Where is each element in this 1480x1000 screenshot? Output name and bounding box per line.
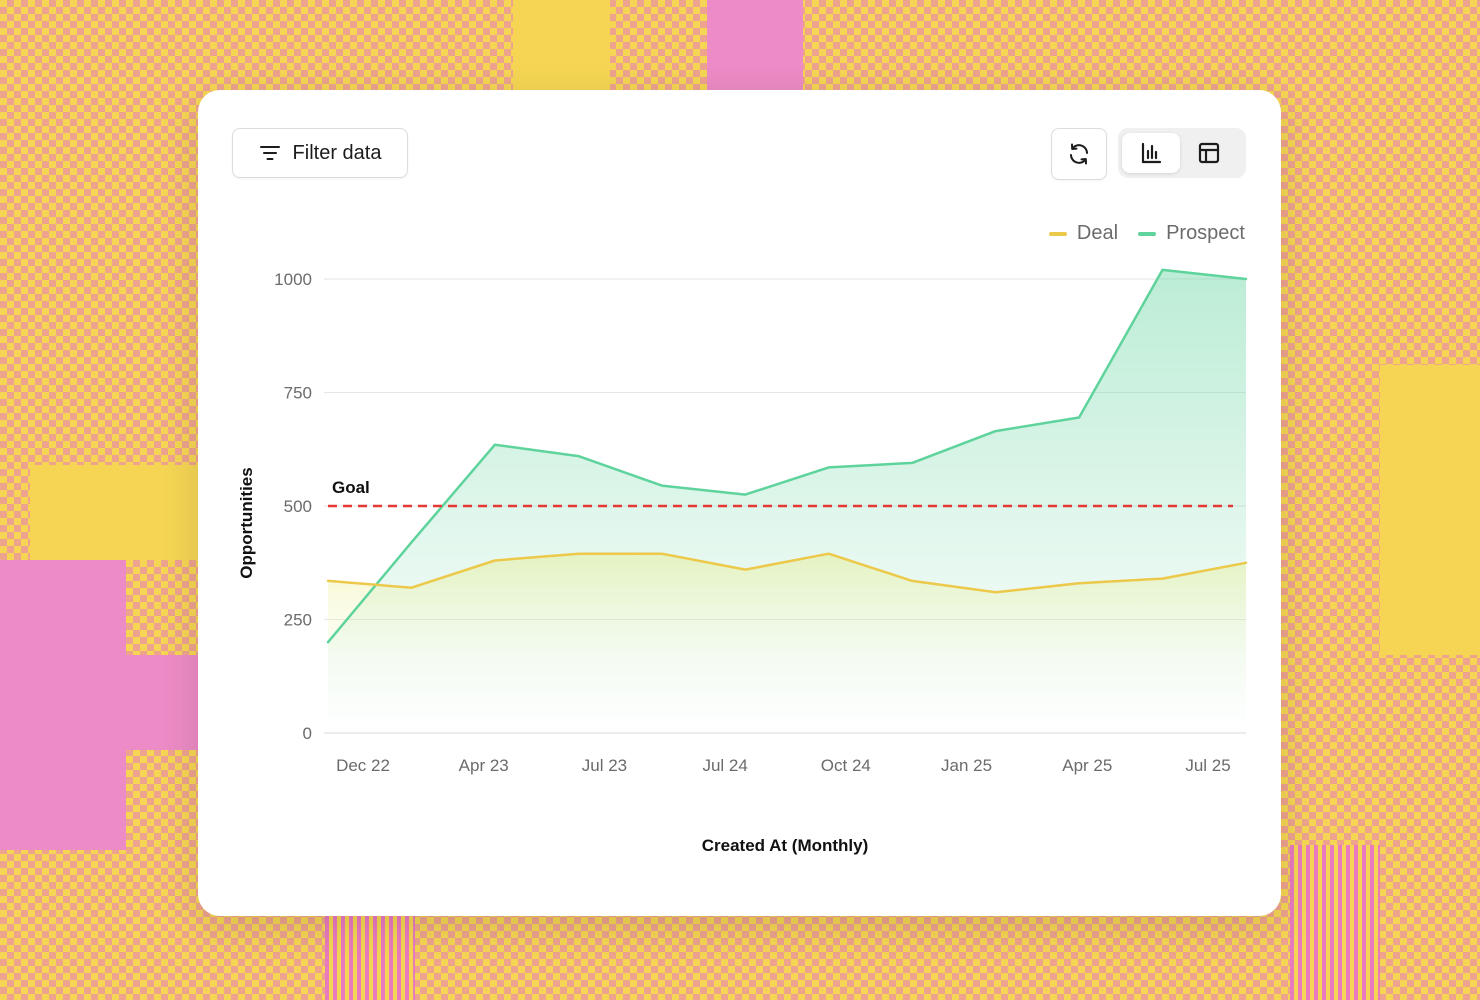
filter-data-label: Filter data xyxy=(292,141,382,164)
filter-data-button[interactable]: Filter data xyxy=(232,128,408,178)
bg-block-yellow xyxy=(513,0,610,90)
line-chart: Goal 0 250 500 750 1000 Dec 22 Apr 23 Jul 23 Jul… xyxy=(237,268,1248,855)
bg-block-yellow xyxy=(30,465,200,560)
chart-view-button[interactable] xyxy=(1122,133,1180,173)
legend-label-prospect: Prospect xyxy=(1166,222,1245,244)
legend-item-prospect[interactable]: Prospect xyxy=(1138,222,1245,245)
bg-block-pink xyxy=(126,655,201,750)
y-tick-label: 0 xyxy=(303,724,312,743)
goal-label: Goal xyxy=(332,478,370,497)
y-tick-label: 500 xyxy=(284,497,312,516)
bg-block-yellow xyxy=(1380,365,1480,655)
refresh-button[interactable] xyxy=(1051,128,1107,180)
x-axis-title: Created At (Monthly) xyxy=(702,836,869,855)
legend-swatch-deal xyxy=(1048,231,1067,236)
chart-legend: Deal Prospect xyxy=(1048,222,1245,245)
view-toggle xyxy=(1118,128,1246,178)
bar-chart-icon xyxy=(1141,142,1162,164)
x-tick-label: Jul 23 xyxy=(582,756,627,775)
filter-icon xyxy=(259,146,280,160)
bg-block-pink xyxy=(0,560,126,850)
series-line-deal[interactable] xyxy=(326,552,1248,594)
x-tick-label: Jul 24 xyxy=(702,756,747,775)
bg-block-stripes xyxy=(1290,845,1380,1000)
bg-block-pink xyxy=(707,0,803,90)
y-tick-label: 1000 xyxy=(274,270,312,289)
legend-swatch-prospect xyxy=(1138,231,1157,236)
legend-label-deal: Deal xyxy=(1076,222,1119,244)
x-tick-label: Jul 25 xyxy=(1185,756,1230,775)
table-icon xyxy=(1198,142,1220,164)
table-view-button[interactable] xyxy=(1180,133,1238,173)
area-deal xyxy=(328,553,1246,733)
x-tick-label: Oct 24 xyxy=(821,756,871,775)
legend-item-deal[interactable]: Deal xyxy=(1048,222,1119,245)
bg-block-stripes xyxy=(325,916,415,1000)
series-line-prospect[interactable] xyxy=(326,268,1248,644)
x-tick-label: Dec 22 xyxy=(336,756,390,775)
y-axis-title: Opportunities xyxy=(237,467,256,578)
chart-card: Filter data xyxy=(198,90,1281,916)
x-tick-label: Jan 25 xyxy=(941,756,992,775)
x-tick-label: Apr 25 xyxy=(1062,756,1112,775)
y-tick-label: 250 xyxy=(284,611,312,630)
refresh-icon xyxy=(1070,143,1088,165)
y-tick-label: 750 xyxy=(284,384,312,403)
x-tick-label: Apr 23 xyxy=(459,756,509,775)
